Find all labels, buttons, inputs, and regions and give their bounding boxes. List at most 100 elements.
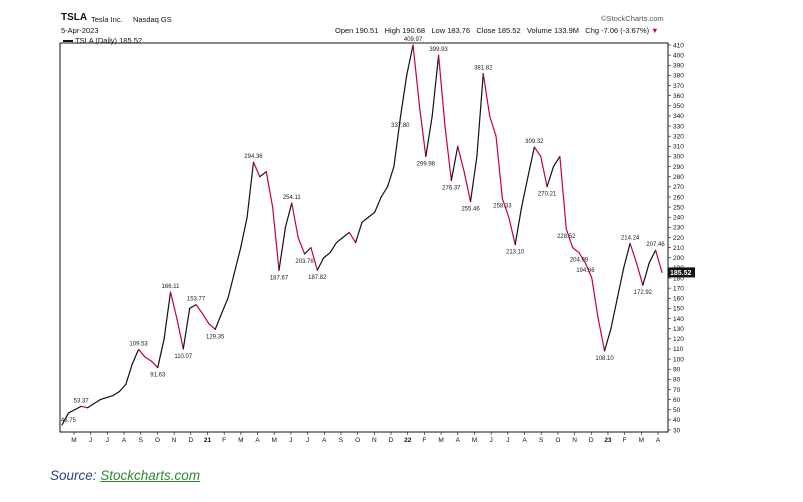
company-name: Tesla Inc.	[91, 15, 123, 24]
price-label: 228.52	[557, 234, 576, 240]
source-caption: Source: Stockcharts.com	[50, 468, 200, 483]
price-segment	[93, 399, 101, 405]
price-segment	[489, 115, 497, 137]
price-label: 109.53	[129, 341, 148, 347]
price-segment	[118, 383, 127, 393]
price-label: 129.35	[206, 334, 225, 340]
price-segment	[476, 72, 484, 158]
plot-frame	[59, 42, 669, 433]
price-label: 172.92	[634, 290, 653, 296]
price-segment	[150, 360, 159, 369]
y-tick-label: 290	[673, 164, 684, 171]
x-tick-label: N	[572, 437, 577, 444]
price-segment	[329, 241, 338, 254]
y-tick-label: 130	[673, 326, 684, 333]
y-tick-label: 180	[673, 275, 684, 282]
y-tick-label: 40	[673, 417, 681, 424]
price-segment	[112, 390, 121, 397]
price-segment	[437, 54, 446, 127]
ohlc-bar: Open 190.51 High 190.68 Low 183.76 Close…	[335, 26, 659, 35]
price-label: 203.76	[295, 259, 314, 265]
price-segment	[444, 125, 452, 181]
price-segment	[355, 221, 363, 244]
y-tick-label: 150	[673, 306, 684, 313]
price-segment	[163, 291, 172, 340]
price-label: 399.93	[429, 47, 448, 53]
price-segment	[565, 228, 574, 249]
price-segment	[495, 135, 504, 200]
down-arrow-icon: ▼	[651, 26, 659, 35]
price-segment	[463, 171, 472, 203]
price-label: 91.63	[150, 373, 166, 379]
y-tick-label: 60	[673, 397, 681, 404]
x-tick-label: O	[355, 437, 360, 444]
x-tick-label: F	[222, 437, 226, 444]
y-tick-label: 380	[673, 73, 684, 80]
price-label: 53.37	[74, 398, 90, 404]
price-label: 299.98	[417, 161, 436, 167]
price-segment	[469, 155, 478, 203]
low-value: Low 183.76	[431, 26, 471, 35]
ticker-symbol: TSLA	[61, 12, 88, 23]
price-label: 194.86	[576, 268, 595, 274]
y-tick-label: 360	[673, 93, 684, 100]
x-tick-label: S	[539, 437, 544, 444]
price-segment	[578, 252, 587, 264]
price-segment	[265, 171, 274, 208]
price-segment	[74, 405, 82, 411]
price-segment	[425, 115, 433, 158]
price-segment	[533, 146, 542, 158]
legend-label: TSLA (Daily) 185.52	[74, 36, 143, 45]
price-label: 187.82	[308, 275, 327, 281]
x-tick-label: 22	[404, 437, 412, 444]
y-tick-label: 110	[673, 346, 684, 353]
price-segment	[86, 403, 95, 409]
price-segment	[252, 161, 261, 178]
x-tick-label: F	[623, 437, 627, 444]
price-segment	[61, 412, 69, 426]
price-segment	[233, 247, 242, 274]
price-segment	[291, 202, 299, 239]
price-segment	[310, 247, 318, 271]
price-segment	[597, 317, 606, 352]
price-segment	[623, 242, 631, 269]
price-segment	[137, 348, 146, 358]
x-tick-label: M	[438, 437, 443, 444]
price-segment	[106, 394, 114, 399]
price-label: 108.10	[595, 356, 614, 362]
price-segment	[616, 267, 625, 299]
price-label: 309.32	[525, 139, 544, 145]
source-link[interactable]: Stockcharts.com	[100, 468, 201, 483]
price-segment	[259, 171, 267, 178]
price-segment	[501, 198, 510, 218]
y-tick-label: 320	[673, 133, 684, 140]
x-tick-label: N	[372, 437, 377, 444]
y-tick-label: 390	[673, 63, 684, 70]
price-segment	[559, 155, 567, 230]
price-segment	[374, 196, 382, 213]
price-segment	[406, 44, 414, 76]
price-segment	[316, 257, 325, 271]
y-tick-label: 250	[673, 204, 684, 211]
price-segment	[342, 231, 350, 239]
y-tick-label: 270	[673, 184, 684, 191]
price-segment	[99, 396, 108, 401]
price-segment	[431, 54, 440, 117]
price-segment	[297, 236, 306, 255]
y-tick-label: 80	[673, 377, 681, 384]
series-legend: TSLA (Daily) 185.52	[63, 36, 142, 45]
x-tick-label: M	[238, 437, 243, 444]
price-segment	[220, 297, 229, 315]
x-tick-label: A	[122, 437, 127, 444]
x-tick-label: M	[639, 437, 644, 444]
y-tick-label: 30	[673, 427, 681, 434]
price-segment	[584, 262, 593, 279]
y-tick-label: 300	[673, 154, 684, 161]
price-segment	[520, 176, 529, 208]
price-segment	[80, 405, 89, 409]
x-tick-label: J	[106, 437, 109, 444]
price-segment	[482, 72, 491, 117]
x-tick-label: J	[289, 437, 292, 444]
x-tick-label: O	[155, 437, 160, 444]
